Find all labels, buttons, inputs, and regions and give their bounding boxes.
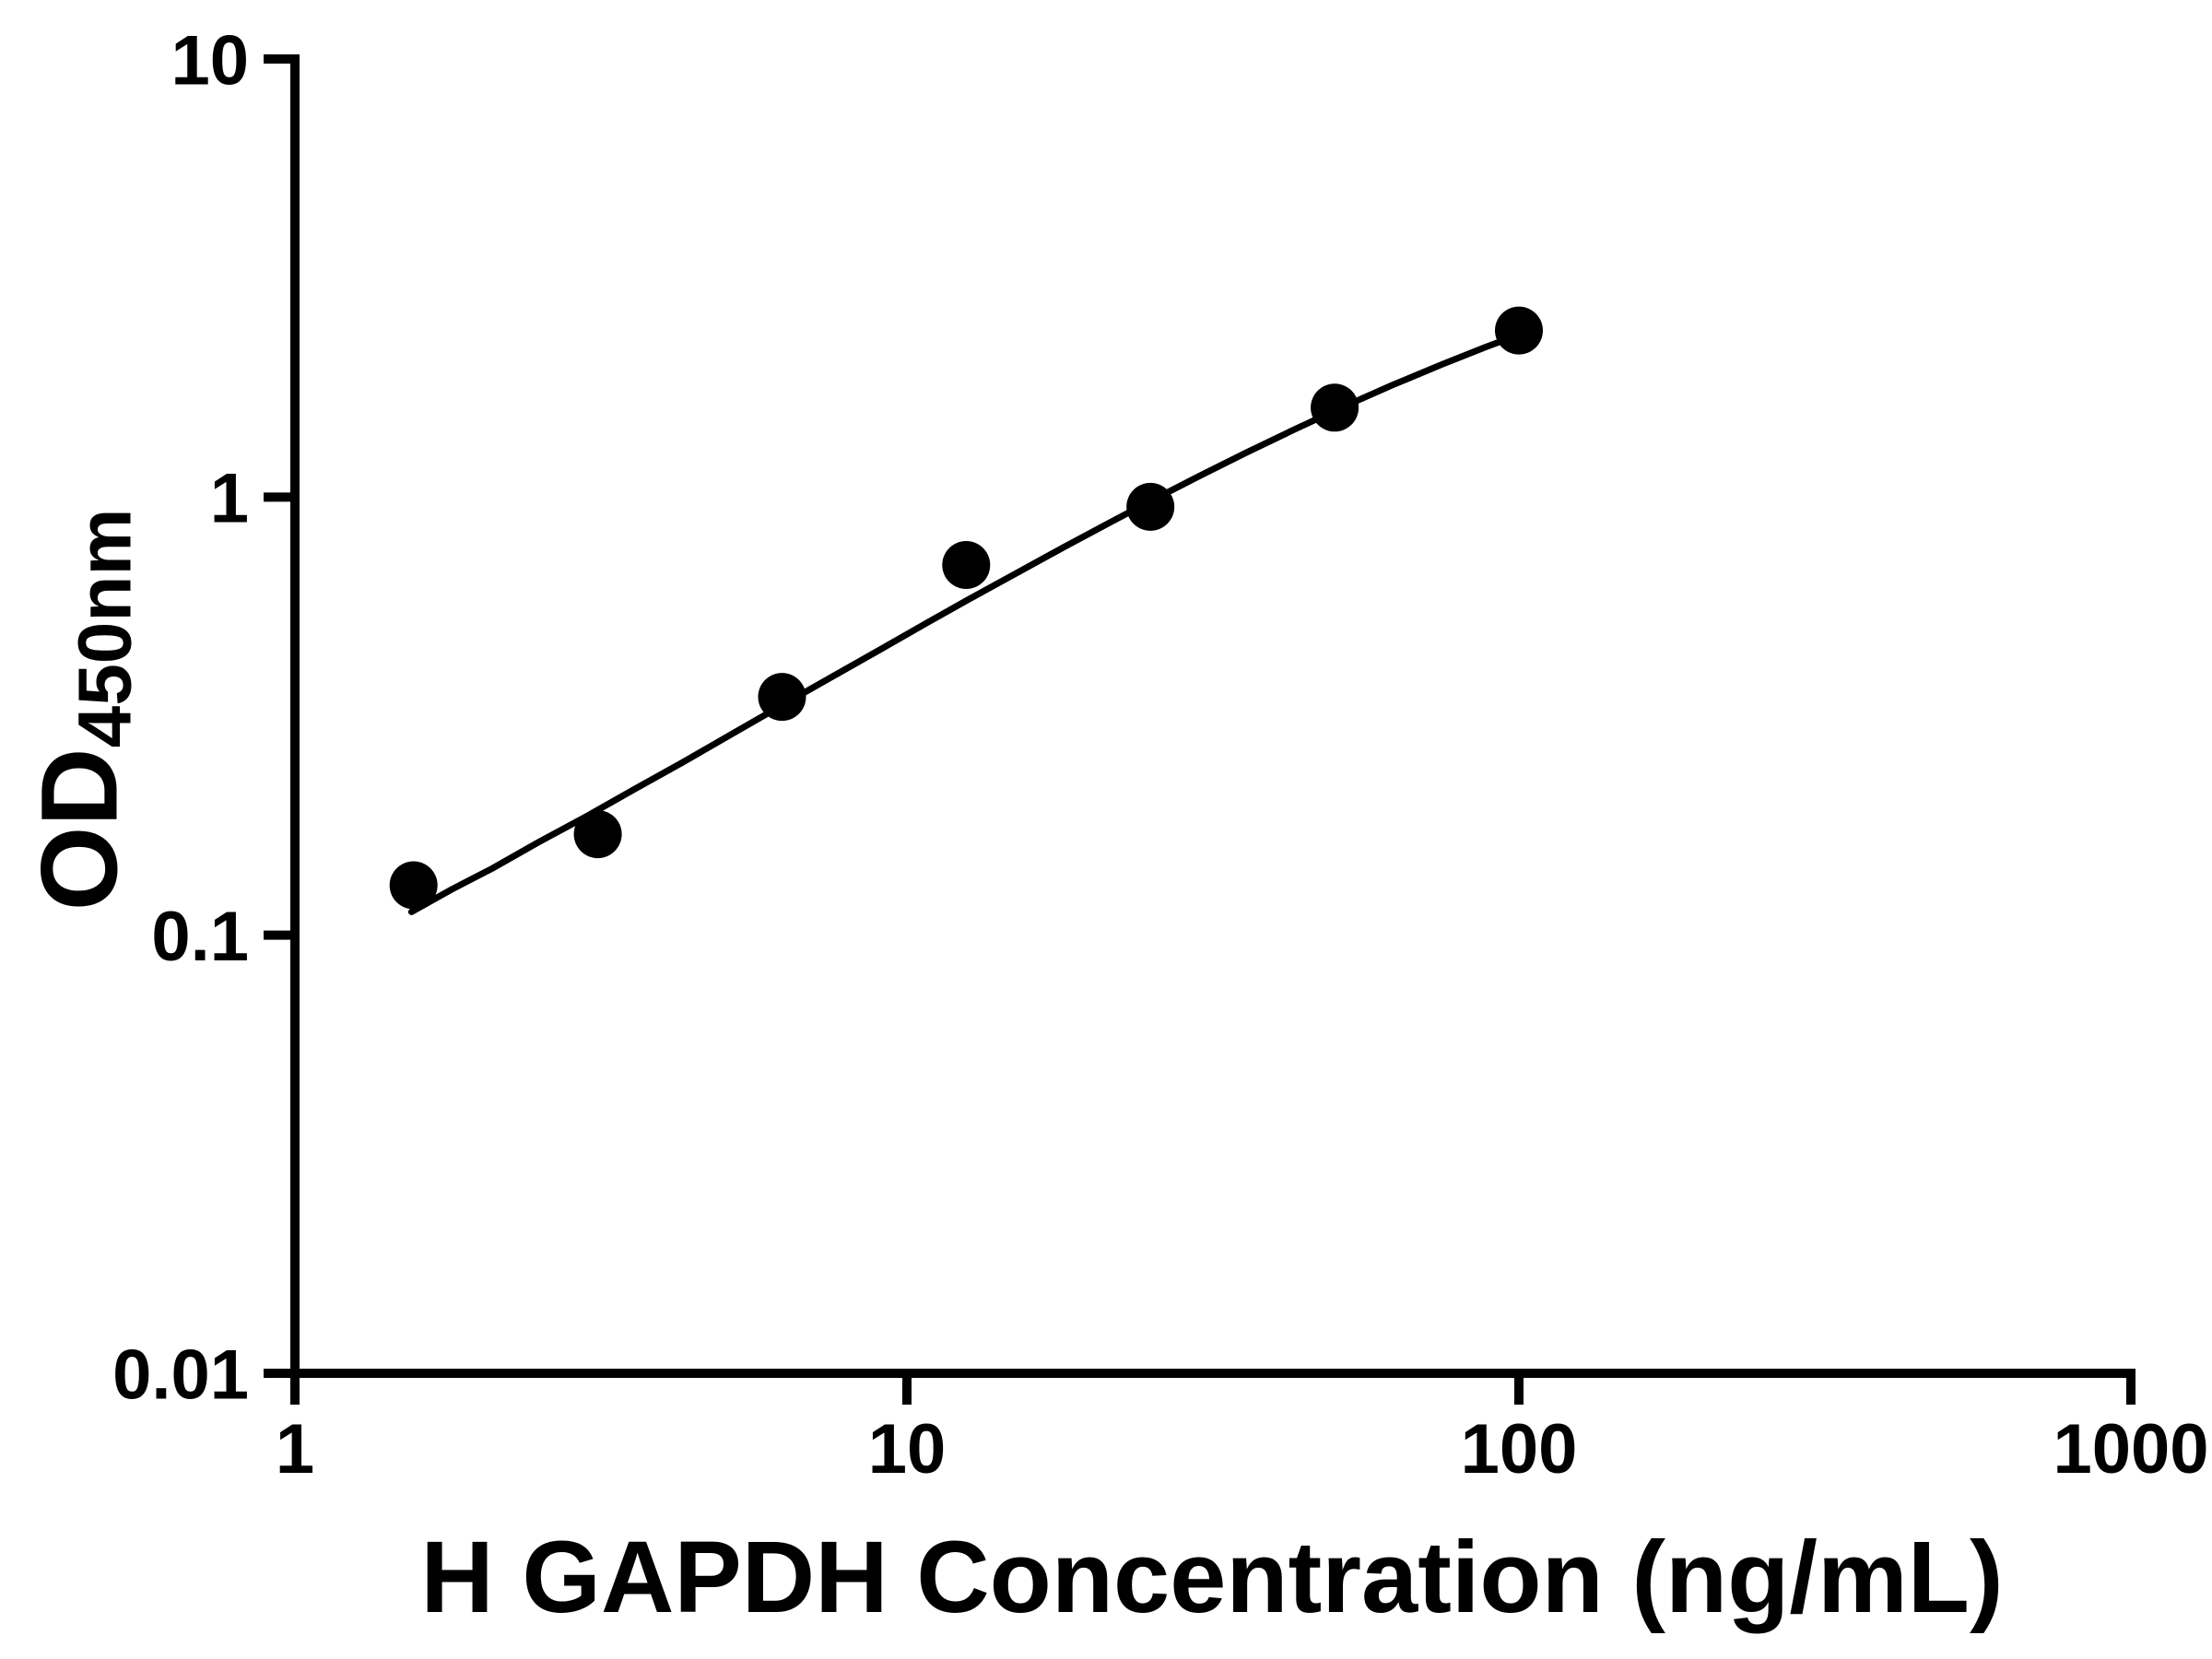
x-axis-title: H GAPDH Concentration (ng/mL)	[420, 1521, 2004, 1634]
data-point	[1126, 482, 1175, 531]
y-tick-label: 10	[171, 21, 249, 100]
y-axis-title: OD450nm	[18, 509, 149, 912]
data-point	[942, 541, 991, 589]
x-tick-label: 10	[868, 1410, 947, 1488]
y-axis-title-subscript: 450nm	[63, 508, 147, 748]
y-tick-label: 1	[210, 460, 249, 538]
axes-spine	[290, 54, 2136, 1378]
data-point	[573, 810, 622, 859]
x-tick-label: 100	[1461, 1410, 1578, 1488]
data-point	[1495, 306, 1543, 355]
data-point	[389, 861, 438, 910]
y-tick-label: 0.1	[151, 898, 249, 976]
y-axis-title-base: OD	[18, 747, 141, 912]
y-tick-label: 0.01	[112, 1335, 249, 1414]
data-point	[758, 673, 806, 722]
x-tick-label: 1	[276, 1410, 314, 1488]
x-tick-label: 1000	[2053, 1410, 2208, 1488]
data-point	[1311, 383, 1359, 432]
